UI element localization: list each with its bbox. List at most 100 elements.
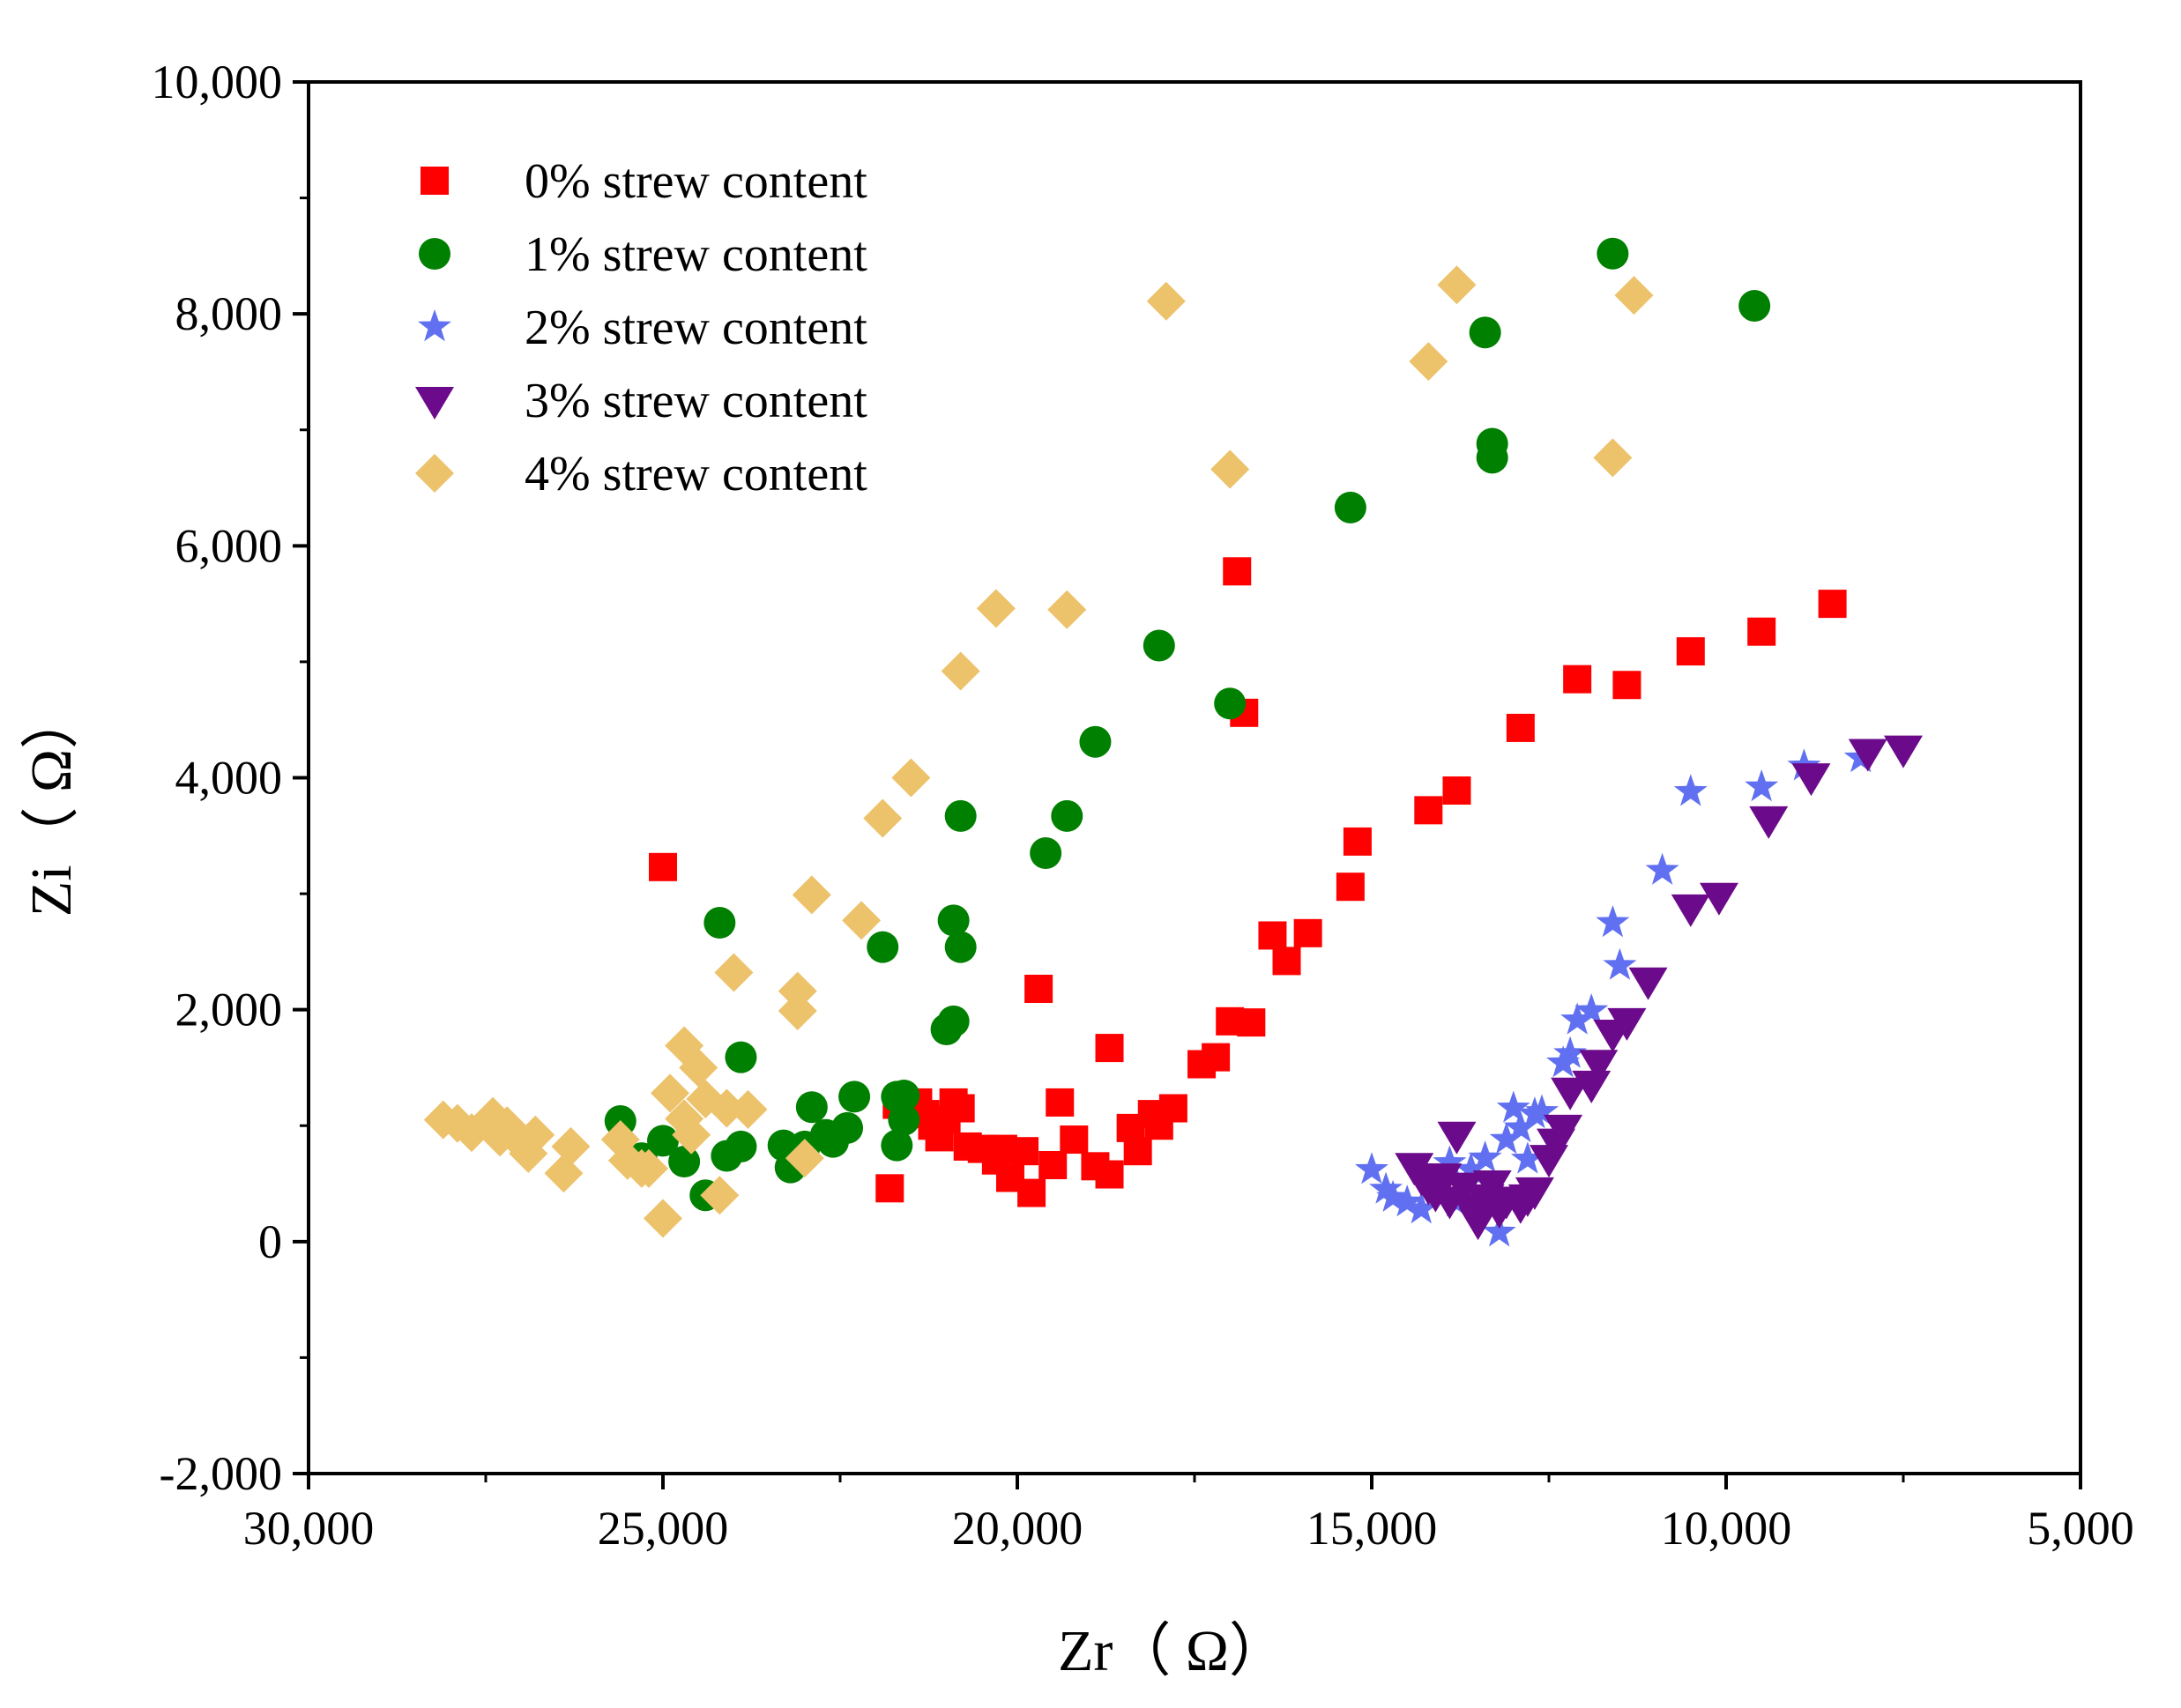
data-point [672, 1115, 711, 1155]
data-point [1676, 637, 1705, 666]
legend-item: 0% strew content [421, 154, 867, 209]
data-point [881, 1129, 913, 1162]
data-point [1223, 557, 1252, 586]
legend-label: 4% strew content [525, 447, 867, 501]
data-point [1444, 1172, 1484, 1206]
data-point [1433, 1145, 1467, 1177]
data-point [1597, 237, 1629, 270]
data-point [1469, 316, 1501, 349]
data-point [1047, 590, 1087, 629]
data-point [1293, 918, 1322, 947]
data-point [1848, 739, 1887, 772]
data-point [1051, 799, 1083, 832]
data-point [1146, 281, 1186, 321]
data-point [1515, 1177, 1554, 1210]
data-point [1010, 1137, 1039, 1166]
data-point [1336, 873, 1365, 902]
data-point [725, 1130, 757, 1162]
series-0 [649, 557, 1847, 1207]
data-point [1123, 1137, 1152, 1166]
y-tick-label: 6,000 [175, 519, 283, 572]
data-point [1607, 1007, 1647, 1041]
data-point [679, 1048, 718, 1088]
data-point [1095, 1034, 1124, 1063]
data-point [1376, 1179, 1411, 1212]
data-point [863, 798, 903, 838]
data-point [1699, 882, 1738, 916]
data-point [1747, 617, 1776, 646]
data-point [842, 901, 882, 940]
data-point [976, 589, 1016, 628]
x-tick-label: 5,000 [2027, 1502, 2134, 1555]
data-point [707, 1088, 747, 1128]
data-point [1409, 342, 1448, 382]
legend-item: 4% strew content [415, 447, 867, 501]
series-4 [423, 265, 1654, 1238]
data-point [703, 906, 736, 939]
data-point [668, 1146, 701, 1178]
data-point [1506, 713, 1535, 742]
data-point [1818, 590, 1847, 619]
data-point [1414, 796, 1443, 825]
data-point [1423, 1163, 1463, 1197]
tick-marks [293, 80, 2082, 1489]
data-point [838, 1080, 871, 1113]
data-point [1437, 1121, 1477, 1155]
data-point [1060, 1125, 1089, 1155]
data-point [1560, 1002, 1595, 1035]
data-point [651, 1073, 690, 1113]
y-axis-title: Zi（ Ω） [19, 691, 84, 917]
data-point [1390, 1184, 1425, 1217]
data-point [792, 875, 831, 915]
data-point [649, 852, 677, 881]
data-point [1745, 769, 1779, 802]
data-point [1343, 827, 1372, 856]
data-point [700, 1176, 740, 1215]
data-point [944, 799, 977, 832]
data-point [1437, 265, 1477, 305]
data-point [1791, 763, 1831, 797]
data-point [728, 1089, 768, 1129]
data-point [544, 1154, 584, 1193]
data-point [1551, 1077, 1590, 1110]
data-point [1442, 776, 1471, 805]
legend-label: 1% strew content [525, 227, 867, 282]
data-point [1496, 1090, 1530, 1123]
data-point [647, 1125, 679, 1157]
data-point [937, 904, 970, 937]
x-tick-label: 20,000 [952, 1502, 1083, 1555]
data-point [1079, 725, 1112, 758]
data-point [714, 953, 754, 992]
data-point [1030, 837, 1062, 870]
y-tick-label: 8,000 [175, 287, 283, 340]
legend-item: 1% strew content [419, 227, 867, 282]
data-point [1579, 1050, 1619, 1083]
data-point [1214, 687, 1247, 720]
data-point [644, 1199, 682, 1238]
data-point [551, 1126, 591, 1166]
data-point [1749, 806, 1789, 839]
data-point [1645, 852, 1679, 885]
data-point [875, 1174, 904, 1203]
data-point [1673, 774, 1708, 806]
data-point [1596, 905, 1630, 938]
data-point [1046, 1088, 1075, 1117]
data-point [1272, 947, 1301, 976]
data-point [1612, 671, 1641, 700]
data-point [1454, 1152, 1488, 1184]
x-tick-label: 15,000 [1306, 1502, 1438, 1555]
legend-item: 2% strew content [418, 301, 867, 355]
data-point [1334, 491, 1366, 524]
data-point [1553, 1036, 1588, 1068]
data-point [1210, 449, 1250, 489]
data-point [516, 1115, 555, 1155]
y-tick-label: -2,000 [160, 1447, 282, 1500]
data-point [1524, 1094, 1559, 1126]
data-point [1544, 1114, 1583, 1147]
data-point [1489, 1122, 1523, 1155]
y-tick-label: 10,000 [152, 56, 283, 108]
data-point [1482, 1214, 1516, 1247]
data-point [1202, 1043, 1231, 1072]
y-tick-label: 2,000 [175, 984, 283, 1036]
tick-labels: 30,000 25,000 20,000 15,000 10,000 5,000 -2,00… [152, 56, 2134, 1555]
